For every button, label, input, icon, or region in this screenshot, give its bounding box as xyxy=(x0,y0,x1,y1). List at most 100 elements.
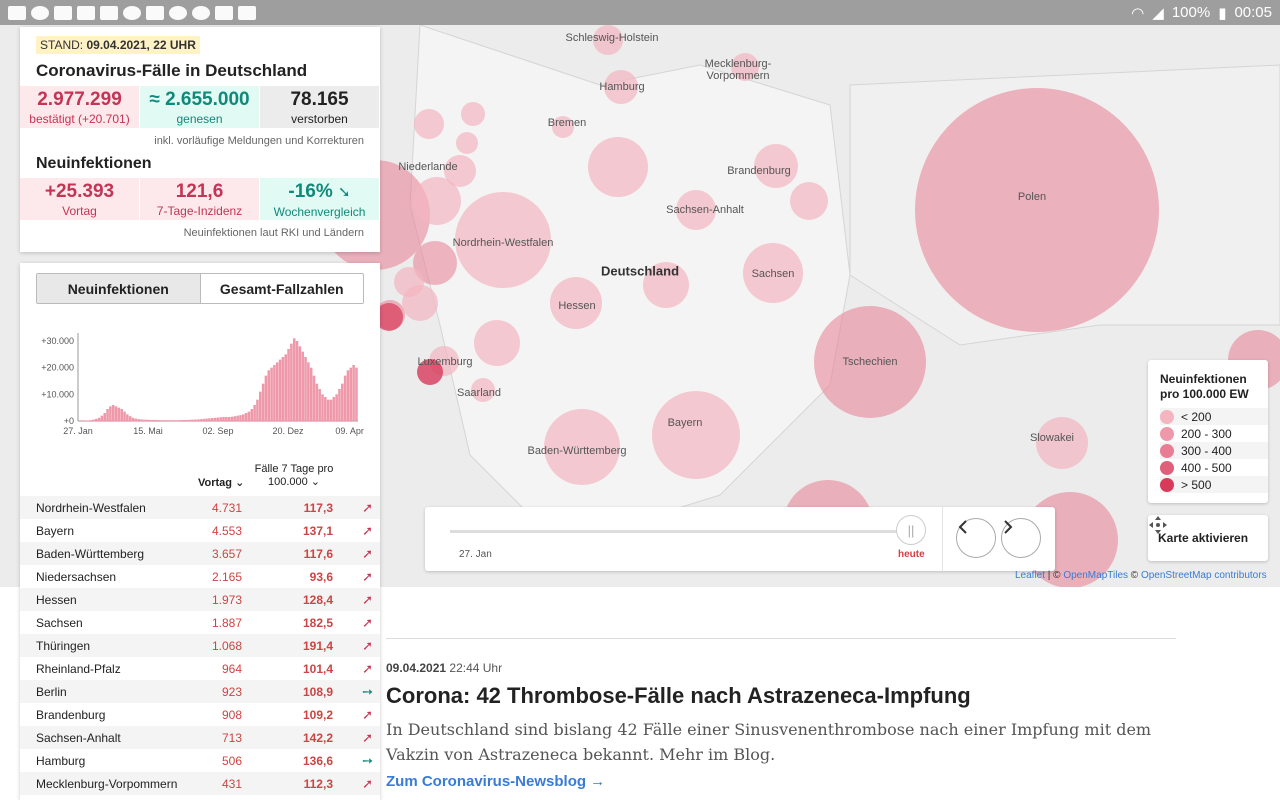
chart-bar xyxy=(321,394,324,421)
bubble-bremen xyxy=(552,116,574,138)
chart-bar xyxy=(253,405,256,421)
previous-button[interactable] xyxy=(956,518,996,558)
youtube-icon xyxy=(77,5,95,20)
state-vortag: 4.553 xyxy=(211,523,242,538)
chart-bar xyxy=(191,419,194,421)
chart-bar xyxy=(171,420,174,421)
chart-bar xyxy=(335,394,338,421)
bubble-mv xyxy=(731,53,759,81)
map[interactable]: Schleswig-Holstein Mecklenburg- Vorpommern… xyxy=(0,25,1280,587)
chart-bar xyxy=(261,383,265,421)
chart-y-tick: +20.000 xyxy=(41,363,74,373)
legend-label: 200 - 300 xyxy=(1181,426,1232,441)
new-cases-row: +25.393 Vortag 121,6 7-Tage-Inzidenz -16… xyxy=(20,178,380,220)
article-title[interactable]: Corona: 42 Thrombose-Fälle nach Astrazen… xyxy=(386,683,971,708)
trend-up-icon: ➚ xyxy=(362,729,373,745)
play-store-icon xyxy=(215,5,233,20)
chart-bar xyxy=(290,343,293,421)
chart-bar xyxy=(151,419,155,421)
state-name: Sachsen xyxy=(36,615,83,630)
openmaptiles-link[interactable]: OpenMapTiles xyxy=(1063,570,1129,581)
map-label: Tschechien xyxy=(842,356,898,368)
state-name: Hessen xyxy=(36,592,77,607)
chart-bar xyxy=(123,411,126,421)
bubble-berlin xyxy=(790,182,828,220)
leaflet-link[interactable]: Leaflet xyxy=(1015,570,1046,581)
chart-bar xyxy=(326,399,330,421)
state-name: Thüringen xyxy=(36,638,91,653)
bubble-nl1 xyxy=(414,109,444,139)
chart-bar xyxy=(109,406,112,421)
state-incidence: 109,2 xyxy=(302,707,333,722)
state-vortag: 964 xyxy=(221,661,242,676)
activate-map-label: Karte aktivieren xyxy=(1158,531,1249,545)
vortag-label: Vortag xyxy=(62,204,97,218)
chart-bar xyxy=(168,420,172,421)
timeline-track[interactable] xyxy=(450,530,910,533)
bubble-sachsen-anhalt xyxy=(676,190,716,230)
state-incidence: 136,6 xyxy=(302,753,333,768)
chart-bar xyxy=(94,418,98,421)
map-legend: Neuinfektionen pro 100.000 EW < 200 200 -… xyxy=(1148,360,1268,503)
osm-link[interactable]: OpenStreetMap contributors xyxy=(1140,570,1267,581)
chart-bar xyxy=(97,417,101,421)
stand-label: STAND: xyxy=(40,38,84,52)
chevron-down-icon: ⌄ xyxy=(310,476,321,488)
map-label: Bayern xyxy=(667,417,703,429)
state-name: Berlin xyxy=(36,684,67,699)
chart-bar xyxy=(134,418,138,421)
chart-bar xyxy=(208,418,211,421)
tab-neuinfektionen[interactable]: Neuinfektionen xyxy=(37,274,201,303)
bubble-slowakei xyxy=(1036,417,1088,469)
recovered-tile: ≈ 2.655.000 genesen xyxy=(140,86,260,128)
legend-item: 400 - 500 xyxy=(1160,459,1268,476)
newsblog-link[interactable]: Zum Coronavirus-Newsblog → xyxy=(386,773,606,790)
bubble-rlp xyxy=(474,320,520,366)
chart-bar xyxy=(349,367,353,421)
signal-icon: ◢ xyxy=(1152,4,1164,22)
tab-bar: Neuinfektionen Gesamt-Fallzahlen xyxy=(36,273,364,304)
chart-bar xyxy=(205,418,208,421)
state-name: Niedersachsen xyxy=(36,569,117,584)
table-row: Thüringen 1.068 191,4 ➚ xyxy=(20,634,380,657)
bubble-bw xyxy=(544,409,620,485)
article-meta: 09.04.2021 22:44 Uhr xyxy=(386,661,1176,675)
state-incidence: 112,3 xyxy=(303,776,333,791)
chart-bar xyxy=(298,346,302,421)
browser-icon xyxy=(192,5,210,20)
cases-chart: +30.000 +20.000 +10.000 +027. Jan 15. Mai 02.… xyxy=(41,333,364,436)
chart-bar xyxy=(160,420,163,421)
recovered-label: genesen xyxy=(176,112,223,126)
legend-swatch xyxy=(1160,426,1174,441)
legend-swatch xyxy=(1160,443,1174,458)
bubble-luxemburg xyxy=(417,359,443,385)
trend-up-icon: ➚ xyxy=(362,637,373,653)
state-vortag: 1.887 xyxy=(211,615,242,630)
state-name: Sachsen-Anhalt xyxy=(36,730,121,745)
chart-bar xyxy=(213,417,217,421)
chart-bar xyxy=(352,365,355,421)
vortag-tile: +25.393 Vortag xyxy=(20,178,140,220)
tab-gesamt-fallzahlen[interactable]: Gesamt-Fallzahlen xyxy=(219,280,344,297)
chart-bar xyxy=(259,391,262,421)
col-vortag[interactable]: Vortag ⌄ xyxy=(198,476,244,489)
timeline-handle[interactable]: || xyxy=(896,515,926,545)
chart-bar xyxy=(343,375,347,421)
map-label: Mecklenburg- Vorpommern xyxy=(704,58,772,82)
col-faelle[interactable]: Fälle 7 Tage pro 100.000 ⌄ xyxy=(250,463,338,489)
chart-bar xyxy=(267,370,271,421)
news-article: 09.04.2021 22:44 Uhr Corona: 42 Thrombos… xyxy=(386,638,1176,790)
activate-map-button[interactable]: Karte aktivieren xyxy=(1148,515,1268,561)
chart-bar xyxy=(103,413,106,421)
table-row: Rheinland-Pfalz 964 101,4 ➚ xyxy=(20,657,380,680)
chart-y-tick: +30.000 xyxy=(41,336,74,346)
col-faelle-label: Fälle 7 Tage pro 100.000 xyxy=(254,463,334,488)
chart-bar xyxy=(341,383,344,421)
chart-bar xyxy=(199,419,203,421)
chart-bar xyxy=(89,420,92,421)
chart-bar xyxy=(185,419,189,421)
chart-bar xyxy=(355,367,358,421)
state-name: Bayern xyxy=(36,523,75,538)
next-button[interactable] xyxy=(1001,518,1041,558)
state-incidence: 128,4 xyxy=(302,592,333,607)
